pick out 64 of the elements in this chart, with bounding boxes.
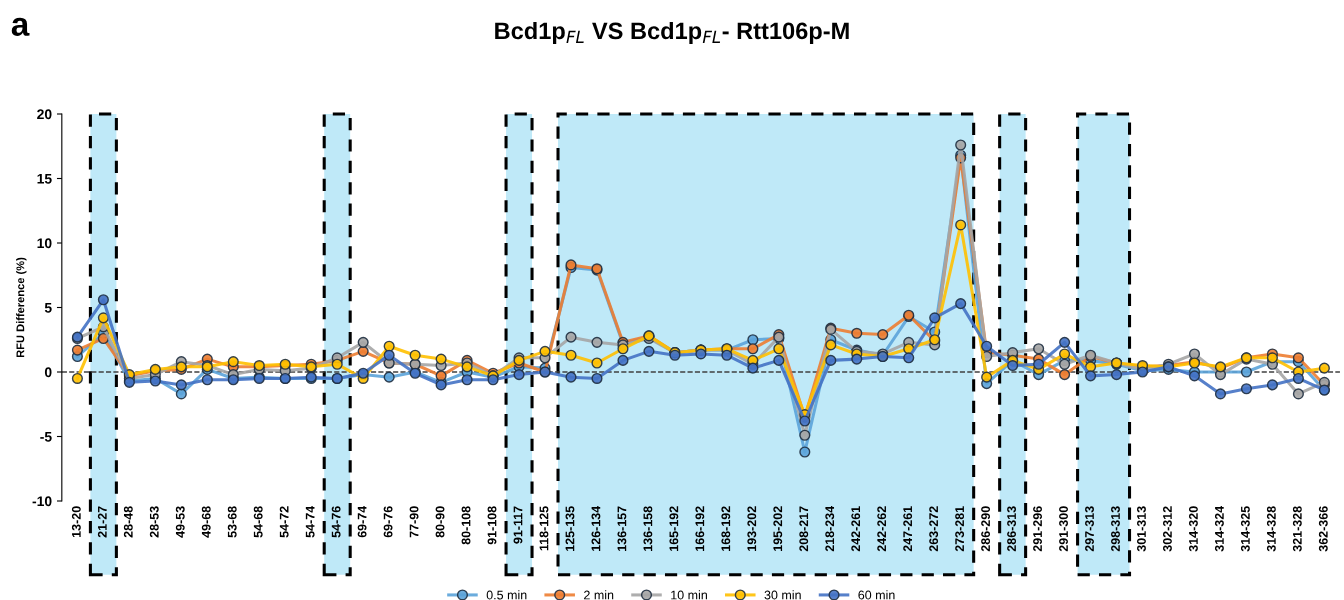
y-tick-label: -10 (32, 496, 52, 507)
x-tick-label: 195-202 (773, 506, 783, 551)
x-tick-label: 21-27 (97, 506, 107, 538)
x-tick-label: 314-328 (1266, 506, 1276, 552)
x-tick-label: 165-192 (669, 506, 679, 551)
x-tick-label: 54-76 (331, 506, 341, 538)
x-tick-label: 193-202 (747, 506, 757, 551)
x-tick-label: 321-328 (1292, 506, 1302, 552)
x-tick-label: 69-76 (383, 506, 393, 538)
x-tick-label: 80-90 (435, 506, 445, 538)
x-tick-label: 49-53 (175, 506, 185, 538)
y-tick-label: 20 (37, 109, 52, 120)
legend-label: 30 min (764, 590, 801, 600)
x-tick-label: 80-108 (461, 506, 471, 545)
x-tick-label: 69-74 (357, 505, 367, 538)
x-tick-label: 13-20 (71, 506, 81, 538)
x-tick-label: 291-300 (1059, 506, 1068, 552)
x-tick-label: 298-313 (1111, 506, 1120, 552)
x-tick-label: 28-48 (123, 506, 133, 538)
x-tick-label: 242-261 (851, 506, 861, 552)
x-tick-label: 301-313 (1137, 506, 1146, 552)
y-tick-label: 15 (37, 173, 52, 184)
x-tick-label: 77-90 (409, 506, 419, 538)
x-tick-label: 247-261 (903, 506, 913, 552)
y-axis-title: RFU Difference (%) (16, 257, 27, 358)
x-tick-label: 166-192 (695, 506, 705, 551)
x-tick-label: 314-320 (1188, 506, 1198, 552)
x-tick-label: 291-296 (1033, 506, 1042, 552)
x-tick-label: 273-281 (955, 506, 965, 552)
x-tick-label: 136-158 (643, 506, 653, 551)
x-tick-label: 168-192 (721, 506, 731, 551)
x-tick-label: 54-68 (253, 506, 263, 538)
x-tick-label: 49-68 (201, 506, 211, 538)
x-tick-label: 286-290 (981, 506, 991, 552)
x-tick-label: 54-74 (305, 505, 315, 538)
text: a (11, 17, 30, 36)
x-tick-label: 28-53 (149, 506, 159, 538)
x-tick-label: 218-234 (825, 505, 835, 552)
x-tick-label: 314-324 (1214, 505, 1224, 552)
x-tick-label: 91-117 (513, 506, 523, 544)
x-tick-label: 286-313 (1007, 506, 1017, 552)
legend-label: 60 min (858, 590, 895, 600)
legend-label: 10 min (671, 590, 707, 600)
x-tick-label: 54-72 (279, 506, 289, 538)
x-tick-label: 53-68 (227, 506, 237, 538)
y-tick-label: -5 (40, 431, 52, 442)
x-tick-label: 125-135 (565, 506, 575, 551)
x-tick-label: 242-262 (877, 506, 887, 552)
chart-title: Bcd1p$_{FL}$ VS Bcd1p$_{FL}$- Rtt106p-M (495, 21, 849, 44)
x-tick-label: 297-313 (1085, 506, 1094, 552)
y-tick-label: 0 (44, 367, 52, 378)
x-tick-label: 136-157 (617, 506, 627, 551)
x-tick-label: 126-134 (591, 505, 601, 551)
x-tick-label: 91-108 (487, 506, 497, 545)
legend-label: 0.5 min (486, 590, 527, 600)
y-tick-label: 5 (44, 302, 52, 313)
x-tick-label: 118-125 (539, 506, 549, 551)
x-tick-label: 302-312 (1163, 506, 1172, 552)
x-tick-label: 314-325 (1240, 506, 1250, 552)
x-tick-label: 208-217 (799, 506, 809, 552)
legend-label: 2 min (584, 590, 614, 600)
y-tick-label: 10 (37, 238, 52, 249)
x-tick-label: 263-272 (929, 506, 939, 552)
x-tick-label: 362-366 (1318, 506, 1328, 552)
